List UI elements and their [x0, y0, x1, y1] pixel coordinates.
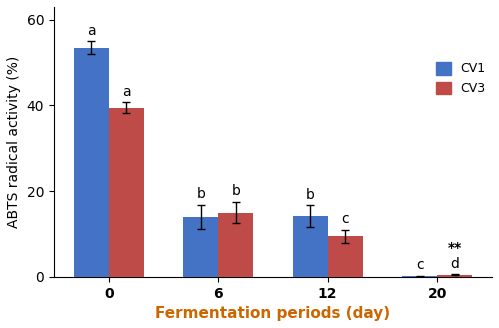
Text: c: c — [341, 212, 349, 226]
Text: b: b — [306, 188, 314, 202]
Bar — [292, 216, 328, 277]
Text: d: d — [450, 256, 459, 271]
X-axis label: Fermentation periods (day): Fermentation periods (day) — [155, 306, 391, 321]
Bar — [328, 236, 363, 277]
Text: b: b — [196, 187, 205, 201]
Bar — [218, 213, 253, 277]
Bar — [109, 108, 144, 277]
Bar — [402, 276, 437, 277]
Bar — [74, 48, 109, 277]
Text: b: b — [232, 184, 240, 198]
Bar — [437, 275, 472, 277]
Legend: CV1, CV3: CV1, CV3 — [436, 62, 486, 95]
Text: a: a — [87, 24, 96, 38]
Text: **: ** — [448, 241, 462, 255]
Text: a: a — [122, 85, 131, 99]
Y-axis label: ABTS radical activity (%): ABTS radical activity (%) — [7, 56, 21, 228]
Bar — [183, 217, 218, 277]
Text: c: c — [416, 258, 424, 272]
